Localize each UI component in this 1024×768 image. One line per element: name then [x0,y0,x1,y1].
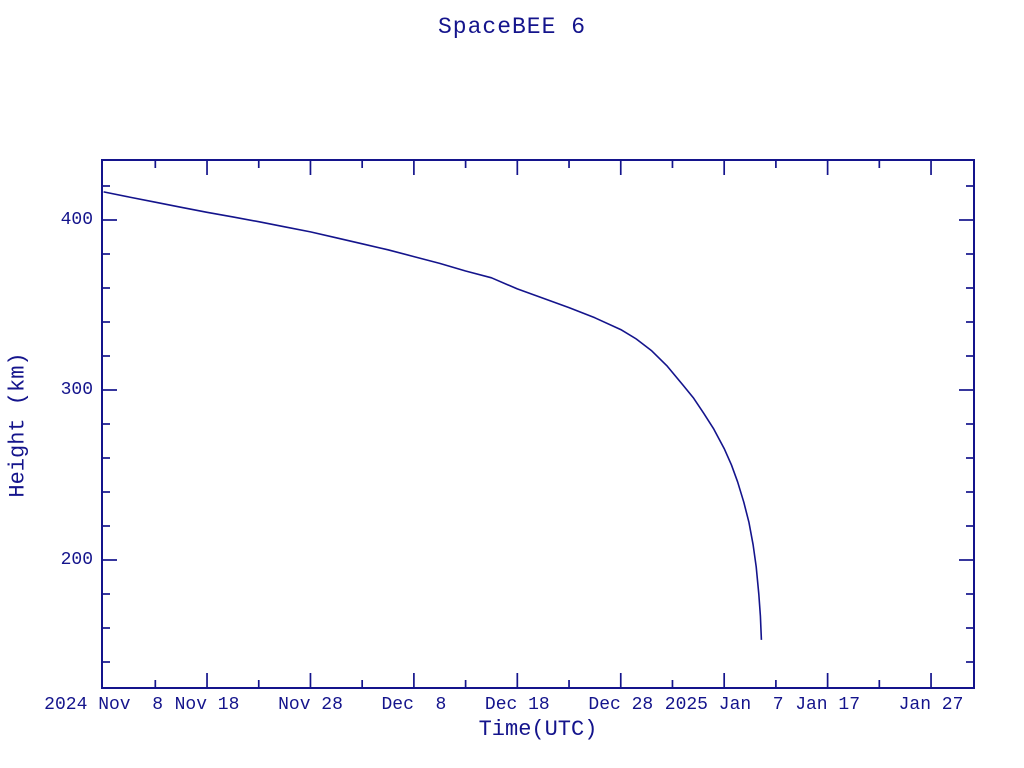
y-axis-label: Height (km) [5,352,31,498]
x-axis-label: Time(UTC) [478,717,598,742]
x-tick-label: Jan 17 [795,695,860,715]
x-tick-label: 2025 Jan 7 [664,695,784,715]
chart-title: SpaceBEE 6 [437,14,587,40]
y-tick-label: 400 [60,210,93,230]
axis-ticks [102,160,974,688]
x-tick-label: Dec 8 [381,695,447,715]
y-tick-label: 300 [60,380,93,400]
decay-curve [103,191,763,640]
x-tick-label: Jan 27 [898,695,964,715]
x-tick-label: Nov 18 [174,695,240,715]
x-tick-label: Dec 18 [484,695,550,715]
y-tick-label: 200 [60,550,93,570]
x-tick-label: 2024 Nov 8 [44,695,164,715]
x-tick-label: Dec 28 [588,695,654,715]
x-tick-label: Nov 28 [278,695,343,715]
plot-frame [101,159,975,689]
